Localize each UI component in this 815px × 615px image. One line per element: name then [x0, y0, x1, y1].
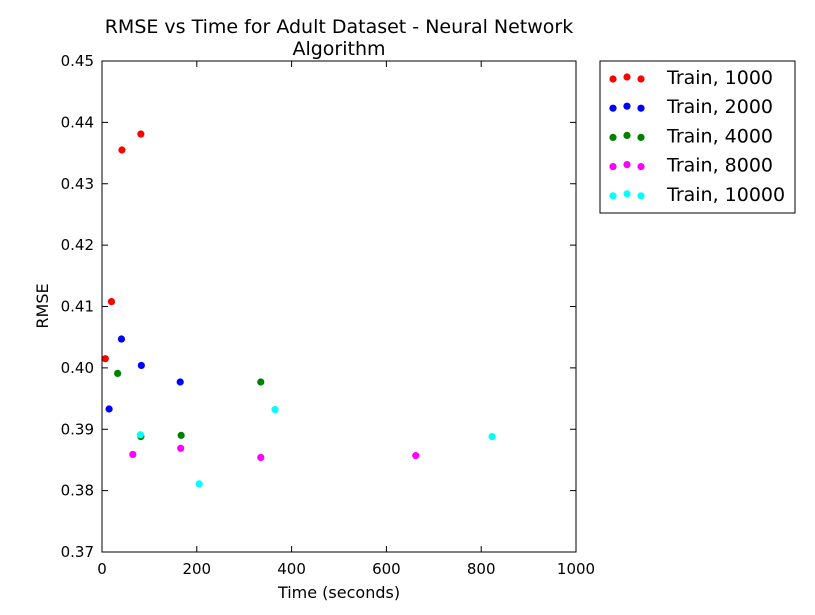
data-point-series-2: [117, 335, 126, 343]
y-tick-label: 0.39: [61, 420, 94, 438]
legend-entry-label: Train, 8000: [666, 155, 773, 177]
legend-marker: [637, 192, 645, 200]
x-tick-label: 800: [467, 560, 496, 578]
data-point-series-1: [118, 146, 126, 154]
x-tick-label: 400: [277, 560, 306, 578]
data-point-series-2: [176, 378, 184, 386]
x-axis: 0 200 400 600 800 1000: [97, 61, 595, 578]
legend-marker: [609, 75, 617, 83]
y-tick-label: 0.45: [61, 52, 94, 70]
legend-marker: [609, 192, 617, 200]
y-tick-label: 0.41: [61, 298, 94, 316]
legend-frame: [599, 60, 796, 214]
legend-marker: [609, 104, 617, 112]
y-tick-label: 0.42: [61, 236, 94, 254]
y-tick-label: 0.37: [61, 543, 94, 561]
data-point-series-5: [488, 433, 496, 441]
data-point-series-3: [114, 369, 122, 377]
y-axis-label: RMSE: [33, 283, 52, 328]
legend-marker: [637, 104, 645, 112]
legend-marker: [637, 163, 645, 171]
data-point-series-2: [137, 361, 145, 370]
data-point-series-4: [129, 450, 137, 459]
data-point-series-1: [107, 297, 116, 306]
y-tick-label: 0.44: [61, 113, 94, 131]
data-point-series-3: [257, 378, 265, 386]
legend-marker: [623, 190, 631, 198]
data-point-series-5: [195, 480, 203, 488]
legend-marker: [609, 133, 617, 141]
data-point-series-1: [137, 130, 145, 138]
x-axis-label: Time (seconds): [277, 583, 400, 602]
plot-area-frame: [101, 60, 577, 553]
data-point-series-4: [257, 453, 265, 462]
legend-marker: [623, 161, 631, 169]
data-point-series-1: [101, 355, 109, 363]
legend-marker: [623, 131, 631, 139]
y-tick-label: 0.40: [61, 359, 94, 377]
legend-entry-label: Train, 4000: [666, 125, 773, 147]
data-point-series-5: [136, 431, 144, 439]
y-tick-label: 0.43: [61, 175, 94, 193]
legend-marker: [609, 163, 617, 171]
legend-marker: [623, 73, 631, 81]
x-tick-label: 200: [182, 560, 211, 578]
legend-entry-label: Train, 10000: [666, 184, 785, 206]
legend-entry-label: Train, 2000: [666, 96, 773, 118]
data-point-series-4: [177, 444, 185, 452]
plot-marks: [101, 130, 496, 488]
legend: Train, 1000 Train, 2000 Train, 4000 Train, …: [599, 60, 796, 214]
legend-entry-label: Train, 1000: [666, 67, 773, 89]
legend-marker: [623, 102, 631, 110]
data-point-series-5: [271, 406, 279, 414]
data-point-series-3: [177, 431, 185, 439]
data-point-series-2: [105, 405, 113, 413]
y-tick-label: 0.38: [61, 482, 94, 500]
legend-marker: [637, 133, 645, 141]
x-tick-label: 0: [97, 560, 107, 578]
legend-marker: [637, 75, 645, 83]
y-axis: 0.37 0.38 0.39 0.40 0.41 0.42 0.43 0.44 0.45: [61, 52, 576, 561]
x-tick-label: 1000: [557, 560, 595, 578]
data-point-series-4: [412, 452, 420, 460]
x-tick-label: 600: [372, 560, 401, 578]
chart-title-line-1: RMSE vs Time for Adult Dataset - Neural …: [105, 16, 574, 38]
chart-title-line-2: Algorithm: [292, 38, 385, 60]
